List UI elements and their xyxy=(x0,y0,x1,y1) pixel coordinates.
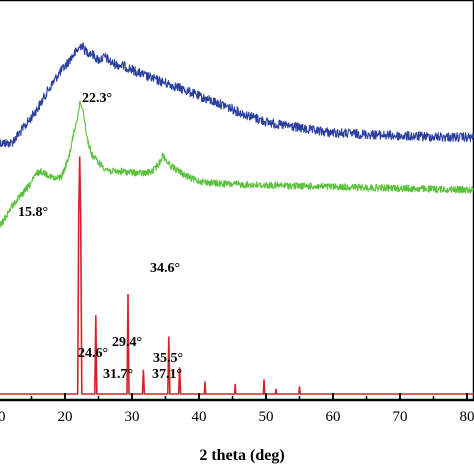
x-axis-title: 2 theta (deg) xyxy=(199,447,284,464)
x-tick-label: 30 xyxy=(125,409,140,425)
series-line xyxy=(0,156,474,395)
x-tick-label: 10 xyxy=(0,409,6,425)
plot-border xyxy=(0,0,474,402)
x-tick-label: 50 xyxy=(259,409,274,425)
peak-label: 31.7° xyxy=(103,367,133,382)
x-tick-label: 20 xyxy=(58,409,73,425)
x-axis-ticks: 10 20 30 40 50 60 70 80 xyxy=(0,393,474,425)
x-tick-label: 60 xyxy=(326,409,341,425)
peak-label: 22.3° xyxy=(82,91,112,106)
peak-labels: 15.8° 22.3° 34.6° 24.6° 29.4° 31.7° 35.5°37.1° xyxy=(18,91,183,382)
x-tick-label: 80 xyxy=(460,409,474,425)
x-tick-label: 70 xyxy=(393,409,408,425)
peak-label: 15.8° xyxy=(18,205,48,220)
peak-label: 29.4° xyxy=(112,335,142,350)
x-tick-label: 40 xyxy=(192,409,207,425)
series-line xyxy=(0,42,474,148)
plot-frame xyxy=(0,0,474,402)
peak-label: 35.5° xyxy=(153,351,183,366)
peak-label: 34.6° xyxy=(150,261,180,276)
peak-label: 24.6° xyxy=(78,346,108,361)
series-line xyxy=(0,100,474,230)
peak-label: 37.1° xyxy=(152,367,182,382)
series-layer xyxy=(0,42,474,395)
